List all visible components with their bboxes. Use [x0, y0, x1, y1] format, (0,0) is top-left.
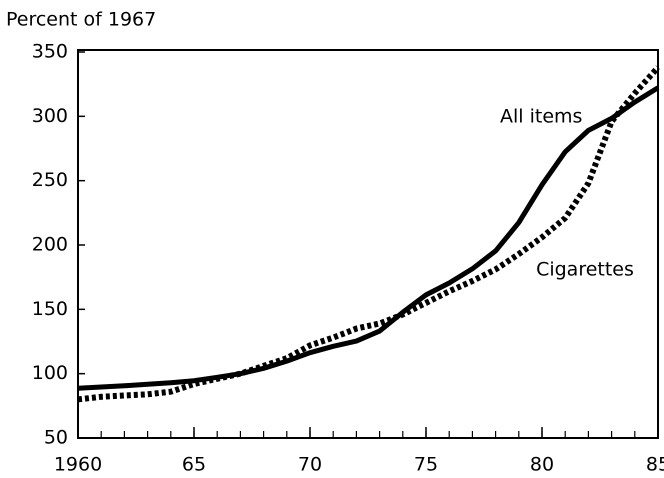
x-tick-label: 65 — [182, 454, 206, 476]
series-line — [77, 65, 661, 403]
series-line — [77, 85, 660, 391]
y-tick-label: 50 — [44, 427, 68, 449]
y-axis-label: Percent of 1967 — [6, 9, 156, 31]
y-tick-label: 150 — [32, 298, 68, 320]
series-label: All items — [500, 106, 582, 128]
y-tick-label: 200 — [32, 234, 68, 256]
y-tick-label: 250 — [32, 169, 68, 191]
plot-frame — [77, 49, 659, 439]
y-tick-label: 300 — [32, 105, 68, 127]
y-tick-label: 350 — [32, 41, 68, 63]
y-tick-label: 100 — [32, 362, 68, 384]
series-label: Cigarettes — [536, 259, 634, 281]
x-tick-label: 80 — [530, 454, 554, 476]
x-tick-label: 85 — [646, 454, 664, 476]
x-tick-label: 1960 — [54, 454, 102, 476]
x-tick-label: 70 — [298, 454, 322, 476]
x-tick-label: 75 — [414, 454, 438, 476]
